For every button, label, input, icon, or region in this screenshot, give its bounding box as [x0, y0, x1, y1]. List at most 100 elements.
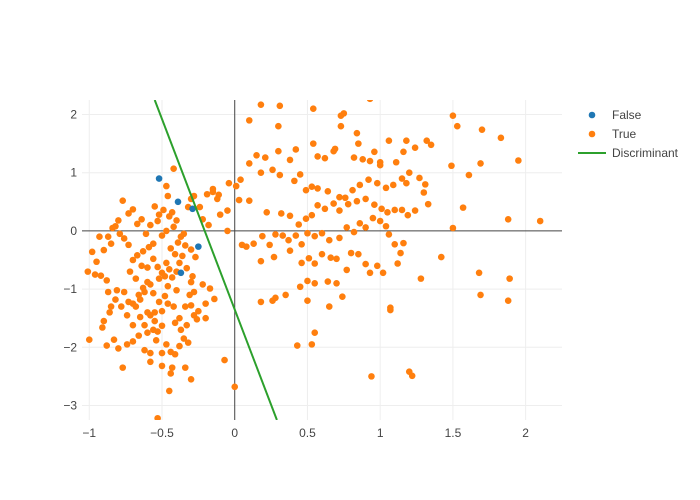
true-point — [144, 329, 151, 337]
true-point — [225, 179, 233, 187]
true-point — [112, 296, 119, 303]
true-point — [366, 100, 374, 103]
true-point — [382, 184, 390, 192]
true-point — [135, 332, 143, 339]
true-point — [160, 206, 167, 214]
true-point — [257, 169, 265, 177]
x-tick-label: −1 — [82, 426, 96, 440]
true-point — [173, 286, 180, 294]
true-point — [235, 196, 243, 204]
y-tick-label: −3 — [63, 398, 77, 412]
true-point — [475, 269, 483, 277]
true-point — [147, 221, 154, 229]
true-point — [115, 345, 122, 352]
true-point — [365, 176, 372, 184]
true-point — [154, 263, 161, 271]
true-point — [337, 112, 345, 120]
legend-item-discriminant[interactable]: Discriminant — [578, 146, 679, 160]
true-point — [330, 200, 337, 207]
true-point — [330, 147, 337, 155]
true-point — [209, 185, 217, 193]
true-point — [259, 232, 266, 240]
true-point — [263, 208, 271, 216]
true-point — [96, 233, 103, 241]
true-point — [167, 370, 175, 377]
true-point — [311, 329, 319, 337]
true-point — [138, 262, 145, 270]
true-point — [416, 174, 423, 182]
true-point — [257, 101, 265, 108]
true-point — [356, 181, 364, 189]
true-point — [154, 217, 161, 225]
true-point — [343, 224, 351, 231]
false-point — [155, 175, 163, 182]
true-point — [261, 154, 269, 161]
true-point — [411, 144, 419, 152]
true-point — [149, 289, 157, 297]
y-axis-ticks: −3 −2 −1 0 1 2 — [63, 108, 77, 413]
true-point — [164, 192, 172, 200]
false-point — [174, 198, 182, 206]
true-point — [449, 112, 457, 120]
true-point — [359, 156, 367, 163]
true-point — [403, 137, 410, 145]
true-point — [119, 197, 127, 204]
true-point — [163, 227, 170, 235]
true-point — [132, 303, 140, 310]
true-point — [298, 259, 305, 267]
true-point — [362, 224, 369, 231]
true-point — [333, 255, 340, 263]
true-point — [515, 157, 522, 164]
true-point — [398, 175, 406, 182]
true-point — [272, 231, 279, 238]
discriminant-line — [153, 100, 278, 420]
true-point — [465, 171, 473, 179]
true-point — [324, 278, 332, 285]
true-point — [304, 229, 311, 237]
true-point — [120, 235, 128, 242]
true-point — [382, 222, 390, 230]
true-point — [356, 220, 364, 227]
true-point — [167, 245, 175, 252]
true-point — [164, 300, 172, 307]
true-point — [397, 249, 404, 257]
true-point — [400, 148, 407, 156]
true-point — [88, 248, 96, 256]
true-point — [257, 257, 265, 265]
true-point — [324, 188, 332, 195]
true-point — [276, 102, 284, 110]
true-point — [168, 274, 176, 281]
legend[interactable]: False True Discriminant — [578, 108, 679, 160]
true-point — [99, 324, 106, 331]
true-point — [336, 207, 343, 214]
true-point — [282, 291, 289, 299]
true-point — [333, 279, 340, 287]
true-point — [179, 252, 186, 260]
true-point — [190, 288, 198, 296]
true-point — [298, 240, 305, 248]
true-point — [151, 309, 159, 316]
true-point — [478, 126, 486, 133]
true-point — [270, 253, 278, 261]
true-point — [417, 275, 425, 282]
true-point — [125, 241, 132, 249]
true-point — [184, 339, 192, 346]
true-point — [147, 358, 154, 366]
true-point — [115, 217, 122, 224]
true-point — [448, 162, 455, 170]
true-point — [154, 328, 161, 335]
true-point — [296, 283, 304, 291]
x-tick-label: −0.5 — [150, 426, 174, 440]
true-point — [176, 342, 183, 350]
true-point — [373, 262, 381, 270]
true-point — [373, 179, 381, 187]
true-point — [170, 303, 177, 310]
true-point — [277, 210, 285, 217]
true-point — [133, 220, 141, 228]
true-point — [302, 215, 310, 222]
true-point — [138, 215, 145, 223]
true-point — [158, 307, 166, 315]
legend-item-true[interactable]: True — [588, 127, 637, 141]
true-point — [155, 275, 163, 282]
legend-item-false[interactable]: False — [588, 108, 642, 122]
